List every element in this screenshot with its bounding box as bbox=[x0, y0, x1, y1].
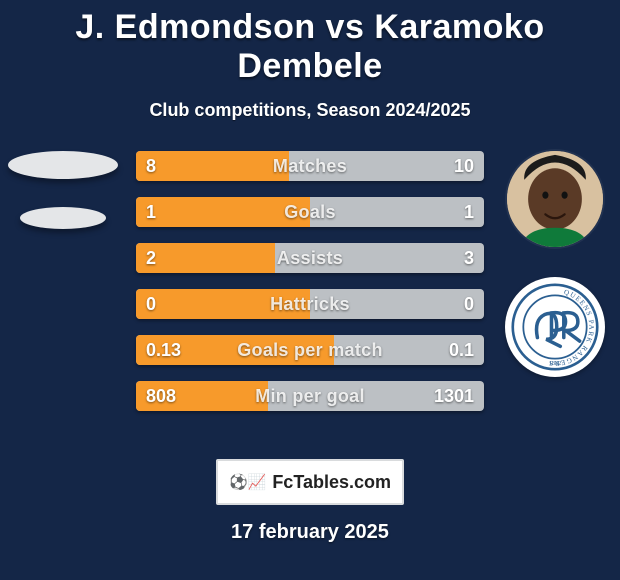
stat-label: Goals per match bbox=[136, 335, 484, 365]
right-player-photo bbox=[507, 151, 603, 247]
comparison-stage: QUEENS PARK RANGERS 1882 810Matches 11Goa… bbox=[0, 151, 620, 441]
stat-row: 8081301Min per goal bbox=[136, 381, 484, 411]
stat-row: 23Assists bbox=[136, 243, 484, 273]
page-title: J. Edmondson vs Karamoko Dembele bbox=[0, 0, 620, 86]
svg-text:1882: 1882 bbox=[549, 361, 561, 367]
right-player-club-badge: QUEENS PARK RANGERS 1882 bbox=[505, 277, 605, 377]
left-player-column bbox=[6, 151, 120, 257]
left-player-photo-placeholder bbox=[8, 151, 118, 179]
stat-row: 0.130.1Goals per match bbox=[136, 335, 484, 365]
stat-row: 11Goals bbox=[136, 197, 484, 227]
stat-label: Min per goal bbox=[136, 381, 484, 411]
snapshot-date: 17 february 2025 bbox=[0, 521, 620, 544]
stat-label: Matches bbox=[136, 151, 484, 181]
stat-row: 00Hattricks bbox=[136, 289, 484, 319]
avatar-icon bbox=[507, 151, 603, 247]
left-player-club-placeholder bbox=[20, 207, 106, 229]
stat-row: 810Matches bbox=[136, 151, 484, 181]
brand-logo-icon: ⚽📈 bbox=[229, 475, 266, 490]
brand-text: FcTables.com bbox=[272, 472, 391, 493]
stat-label: Assists bbox=[136, 243, 484, 273]
stats-bars: 810Matches 11Goals 23Assists 00Hattricks 0.1… bbox=[136, 151, 484, 411]
qpr-badge-icon: QUEENS PARK RANGERS 1882 bbox=[511, 283, 599, 371]
stat-label: Hattricks bbox=[136, 289, 484, 319]
stat-label: Goals bbox=[136, 197, 484, 227]
brand-badge[interactable]: ⚽📈 FcTables.com bbox=[216, 459, 404, 505]
right-player-column: QUEENS PARK RANGERS 1882 bbox=[498, 151, 612, 377]
subtitle: Club competitions, Season 2024/2025 bbox=[0, 100, 620, 121]
